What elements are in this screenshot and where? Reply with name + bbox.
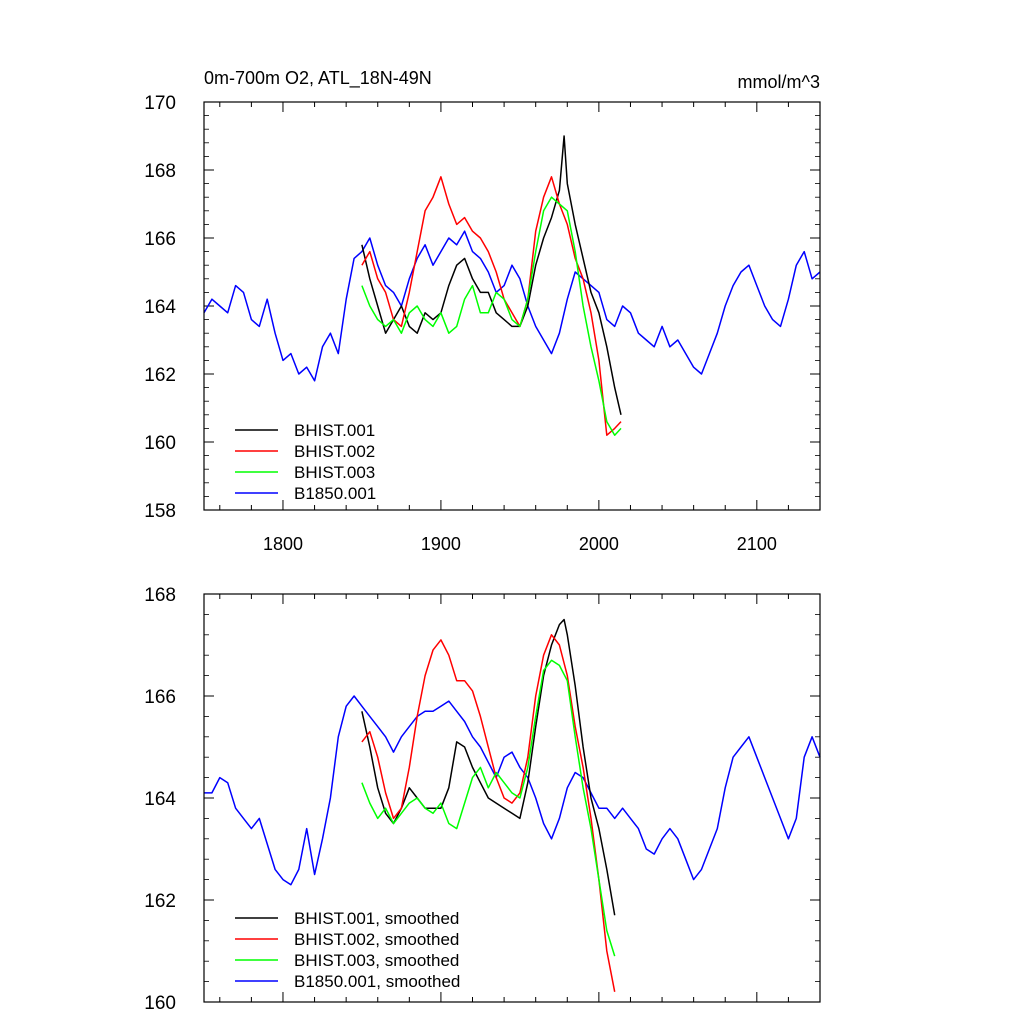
legend-label: BHIST.003, smoothed xyxy=(294,951,459,970)
y-tick-label: 166 xyxy=(144,687,176,708)
y-tick-label: 164 xyxy=(144,297,176,318)
series-line-2 xyxy=(361,659,616,957)
x-tick-label: 2100 xyxy=(737,534,777,554)
y-tick-label: 166 xyxy=(144,229,176,250)
bottom-legend: BHIST.001, smoothed BHIST.002, smoothed BH… xyxy=(235,909,460,991)
legend-label: BHIST.002, smoothed xyxy=(294,930,459,949)
legend-label: BHIST.002 xyxy=(294,442,375,461)
series-line-1 xyxy=(361,176,622,436)
top-legend: BHIST.001 BHIST.002 BHIST.003 B1850.001 xyxy=(235,421,376,503)
series-line-2 xyxy=(361,196,622,436)
y-tick-label: 168 xyxy=(144,585,176,606)
y-tick-label: 162 xyxy=(144,891,176,912)
y-tick-label: 158 xyxy=(144,501,176,522)
top-plot-frame xyxy=(203,101,821,511)
y-tick-label: 160 xyxy=(144,433,176,454)
legend-label: BHIST.001, smoothed xyxy=(294,909,459,928)
legend-label: BHIST.001 xyxy=(294,421,375,440)
units-label: mmol/m^3 xyxy=(738,72,820,92)
top-panel: 0m-700m O2, ATL_18N-49N mmol/m^3 1800 190… xyxy=(144,68,821,554)
x-tick-label: 2000 xyxy=(579,534,619,554)
y-tick-label: 168 xyxy=(144,161,176,182)
y-tick-label: 160 xyxy=(144,993,176,1014)
legend-label: BHIST.003 xyxy=(294,463,375,482)
top-axis-ticks: 1800 1900 2000 2100 158 160 162 164 166 168 170 xyxy=(144,93,821,554)
y-tick-label: 164 xyxy=(144,789,176,810)
series-line-3 xyxy=(204,695,821,886)
x-tick-label: 1900 xyxy=(421,534,461,554)
y-tick-label: 162 xyxy=(144,365,176,386)
series-line-3 xyxy=(203,230,821,382)
bottom-plot-frame xyxy=(203,593,821,1003)
bottom-series-group xyxy=(204,618,821,992)
y-tick-label: 170 xyxy=(144,93,176,114)
top-series-group xyxy=(203,135,821,436)
chart-title: 0m-700m O2, ATL_18N-49N xyxy=(204,68,432,89)
series-line-1 xyxy=(361,634,616,992)
x-tick-label: 1800 xyxy=(263,534,303,554)
series-line-0 xyxy=(361,618,616,916)
legend-label: B1850.001 xyxy=(294,484,376,503)
legend-label: B1850.001, smoothed xyxy=(294,972,460,991)
